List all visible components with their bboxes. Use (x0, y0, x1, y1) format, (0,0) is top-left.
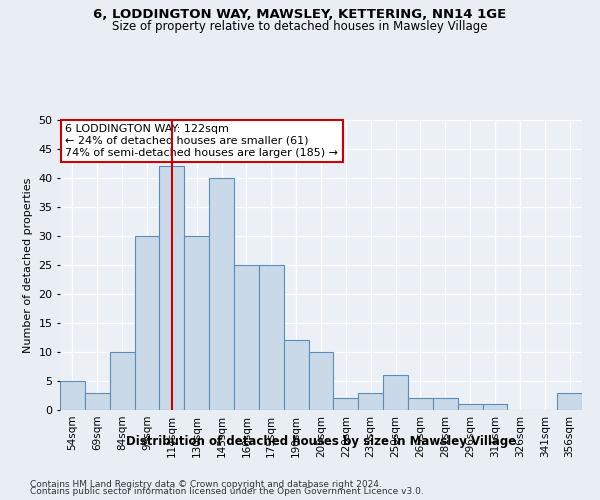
Text: 6, LODDINGTON WAY, MAWSLEY, KETTERING, NN14 1GE: 6, LODDINGTON WAY, MAWSLEY, KETTERING, N… (94, 8, 506, 20)
Text: 6 LODDINGTON WAY: 122sqm
← 24% of detached houses are smaller (61)
74% of semi-d: 6 LODDINGTON WAY: 122sqm ← 24% of detach… (65, 124, 338, 158)
Bar (458, 404, 482, 410)
Bar (209, 178, 234, 410)
Bar (308, 352, 334, 410)
Bar (60, 381, 85, 410)
Text: Contains public sector information licensed under the Open Government Licence v3: Contains public sector information licen… (30, 488, 424, 496)
Bar (284, 340, 308, 410)
Bar (482, 404, 508, 410)
Bar (160, 166, 184, 410)
Bar (358, 392, 383, 410)
Bar (408, 398, 433, 410)
Y-axis label: Number of detached properties: Number of detached properties (23, 178, 32, 352)
Bar (184, 236, 209, 410)
Text: Size of property relative to detached houses in Mawsley Village: Size of property relative to detached ho… (112, 20, 488, 33)
Bar (110, 352, 134, 410)
Bar (134, 236, 160, 410)
Bar (259, 265, 284, 410)
Bar (334, 398, 358, 410)
Text: Distribution of detached houses by size in Mawsley Village: Distribution of detached houses by size … (126, 435, 516, 448)
Bar (383, 375, 408, 410)
Bar (557, 392, 582, 410)
Text: Contains HM Land Registry data © Crown copyright and database right 2024.: Contains HM Land Registry data © Crown c… (30, 480, 382, 489)
Bar (433, 398, 458, 410)
Bar (85, 392, 110, 410)
Bar (234, 265, 259, 410)
